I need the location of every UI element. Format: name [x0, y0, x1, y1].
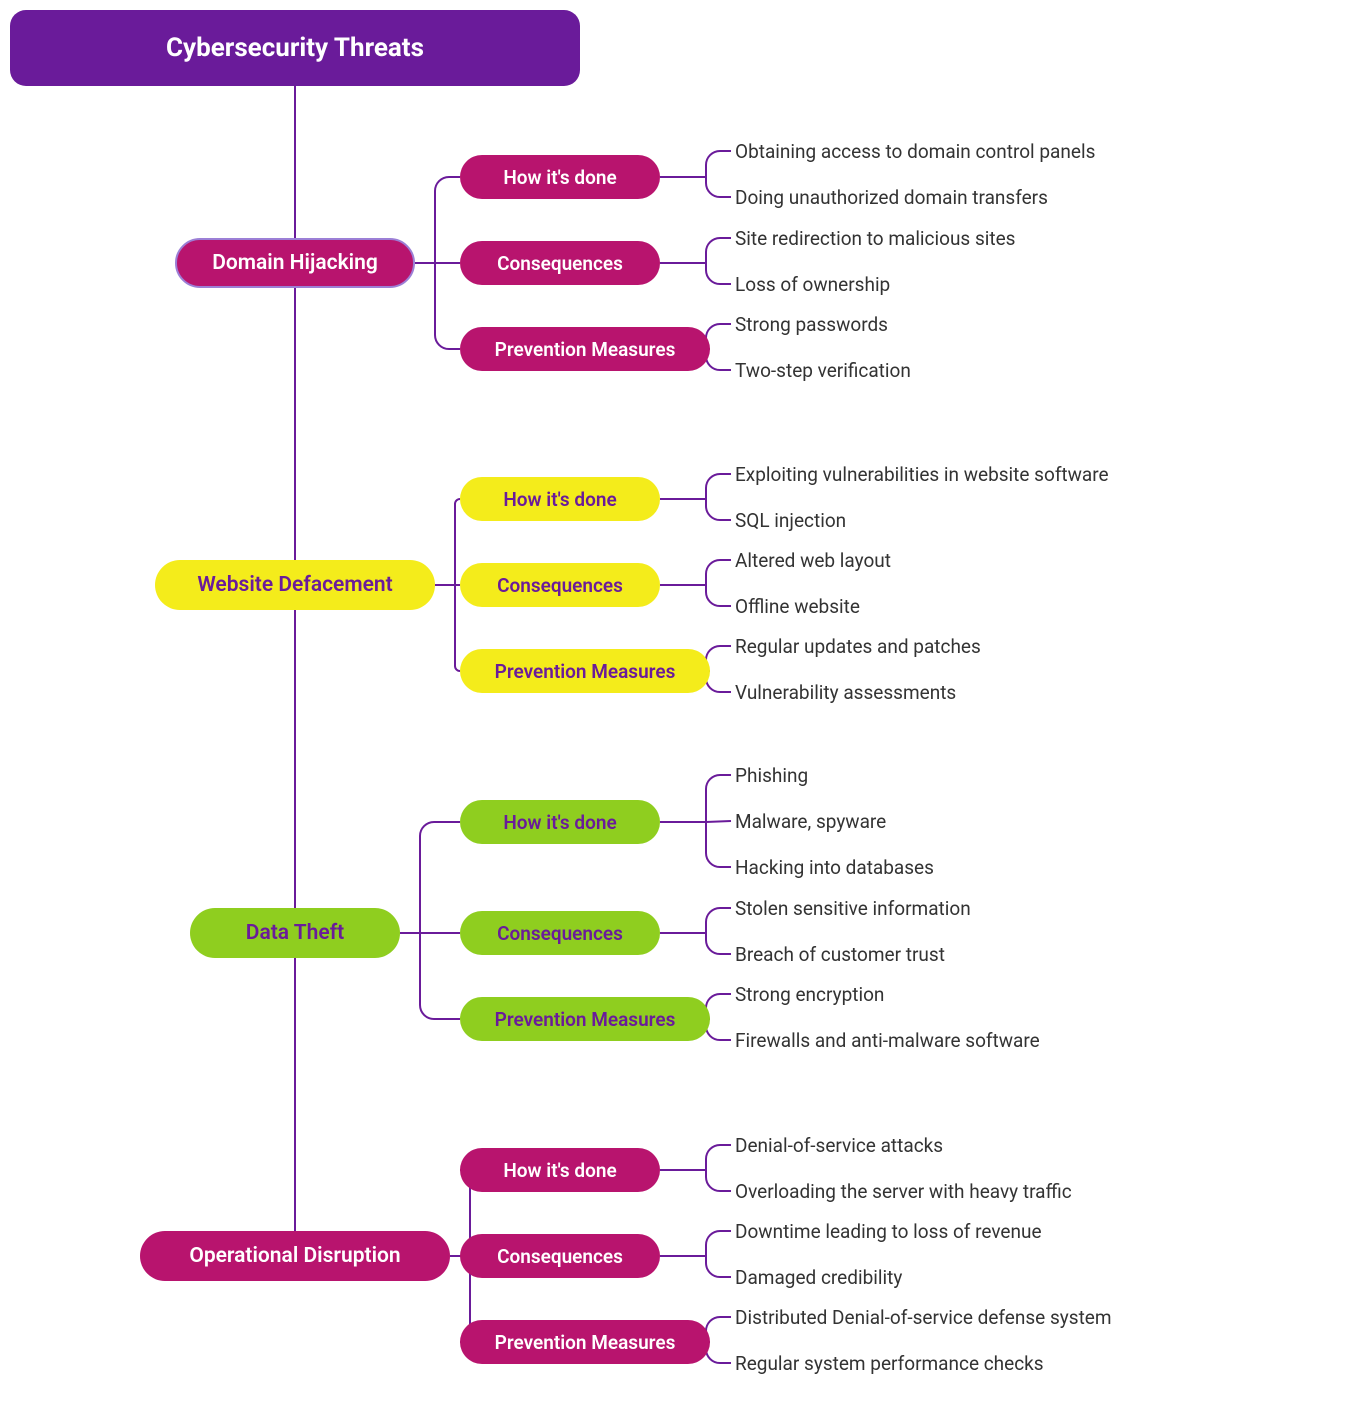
- branch-domain-hijacking: Domain Hijacking: [175, 238, 415, 288]
- leaf-node: Doing unauthorized domain transfers: [735, 182, 1048, 212]
- leaf-node: Strong passwords: [735, 309, 888, 339]
- branch-website-defacement: Website Defacement: [155, 560, 435, 610]
- sub-node: How it's done: [460, 155, 660, 199]
- leaf-node: Regular updates and patches: [735, 631, 981, 661]
- sub-node: Consequences: [460, 911, 660, 955]
- leaf-node: Distributed Denial-of-service defense sy…: [735, 1302, 1112, 1332]
- leaf-node: Strong encryption: [735, 979, 884, 1009]
- leaf-node: Offline website: [735, 591, 860, 621]
- leaf-node: Loss of ownership: [735, 269, 890, 299]
- branch-operational-disruption: Operational Disruption: [140, 1231, 450, 1281]
- sub-node: Prevention Measures: [460, 1320, 710, 1364]
- leaf-node: Downtime leading to loss of revenue: [735, 1216, 1042, 1246]
- sub-node: How it's done: [460, 1148, 660, 1192]
- leaf-node: Phishing: [735, 760, 808, 790]
- leaf-node: Denial-of-service attacks: [735, 1130, 943, 1160]
- sub-node: Prevention Measures: [460, 649, 710, 693]
- leaf-node: Stolen sensitive information: [735, 893, 971, 923]
- leaf-node: Damaged credibility: [735, 1262, 902, 1292]
- leaf-node: Overloading the server with heavy traffi…: [735, 1176, 1072, 1206]
- sub-node: Consequences: [460, 241, 660, 285]
- leaf-node: Obtaining access to domain control panel…: [735, 136, 1095, 166]
- sub-node: How it's done: [460, 800, 660, 844]
- leaf-node: SQL injection: [735, 505, 846, 535]
- leaf-node: Two-step verification: [735, 355, 911, 385]
- sub-node: How it's done: [460, 477, 660, 521]
- leaf-node: Regular system performance checks: [735, 1348, 1044, 1378]
- leaf-node: Hacking into databases: [735, 852, 934, 882]
- sub-node: Consequences: [460, 563, 660, 607]
- root-node: Cybersecurity Threats: [10, 10, 580, 86]
- leaf-node: Site redirection to malicious sites: [735, 223, 1015, 253]
- leaf-node: Vulnerability assessments: [735, 677, 956, 707]
- leaf-node: Firewalls and anti-malware software: [735, 1025, 1040, 1055]
- branch-data-theft: Data Theft: [190, 908, 400, 958]
- leaf-node: Exploiting vulnerabilities in website so…: [735, 459, 1109, 489]
- sub-node: Prevention Measures: [460, 327, 710, 371]
- leaf-node: Breach of customer trust: [735, 939, 945, 969]
- sub-node: Consequences: [460, 1234, 660, 1278]
- leaf-node: Malware, spyware: [735, 806, 886, 836]
- sub-node: Prevention Measures: [460, 997, 710, 1041]
- leaf-node: Altered web layout: [735, 545, 891, 575]
